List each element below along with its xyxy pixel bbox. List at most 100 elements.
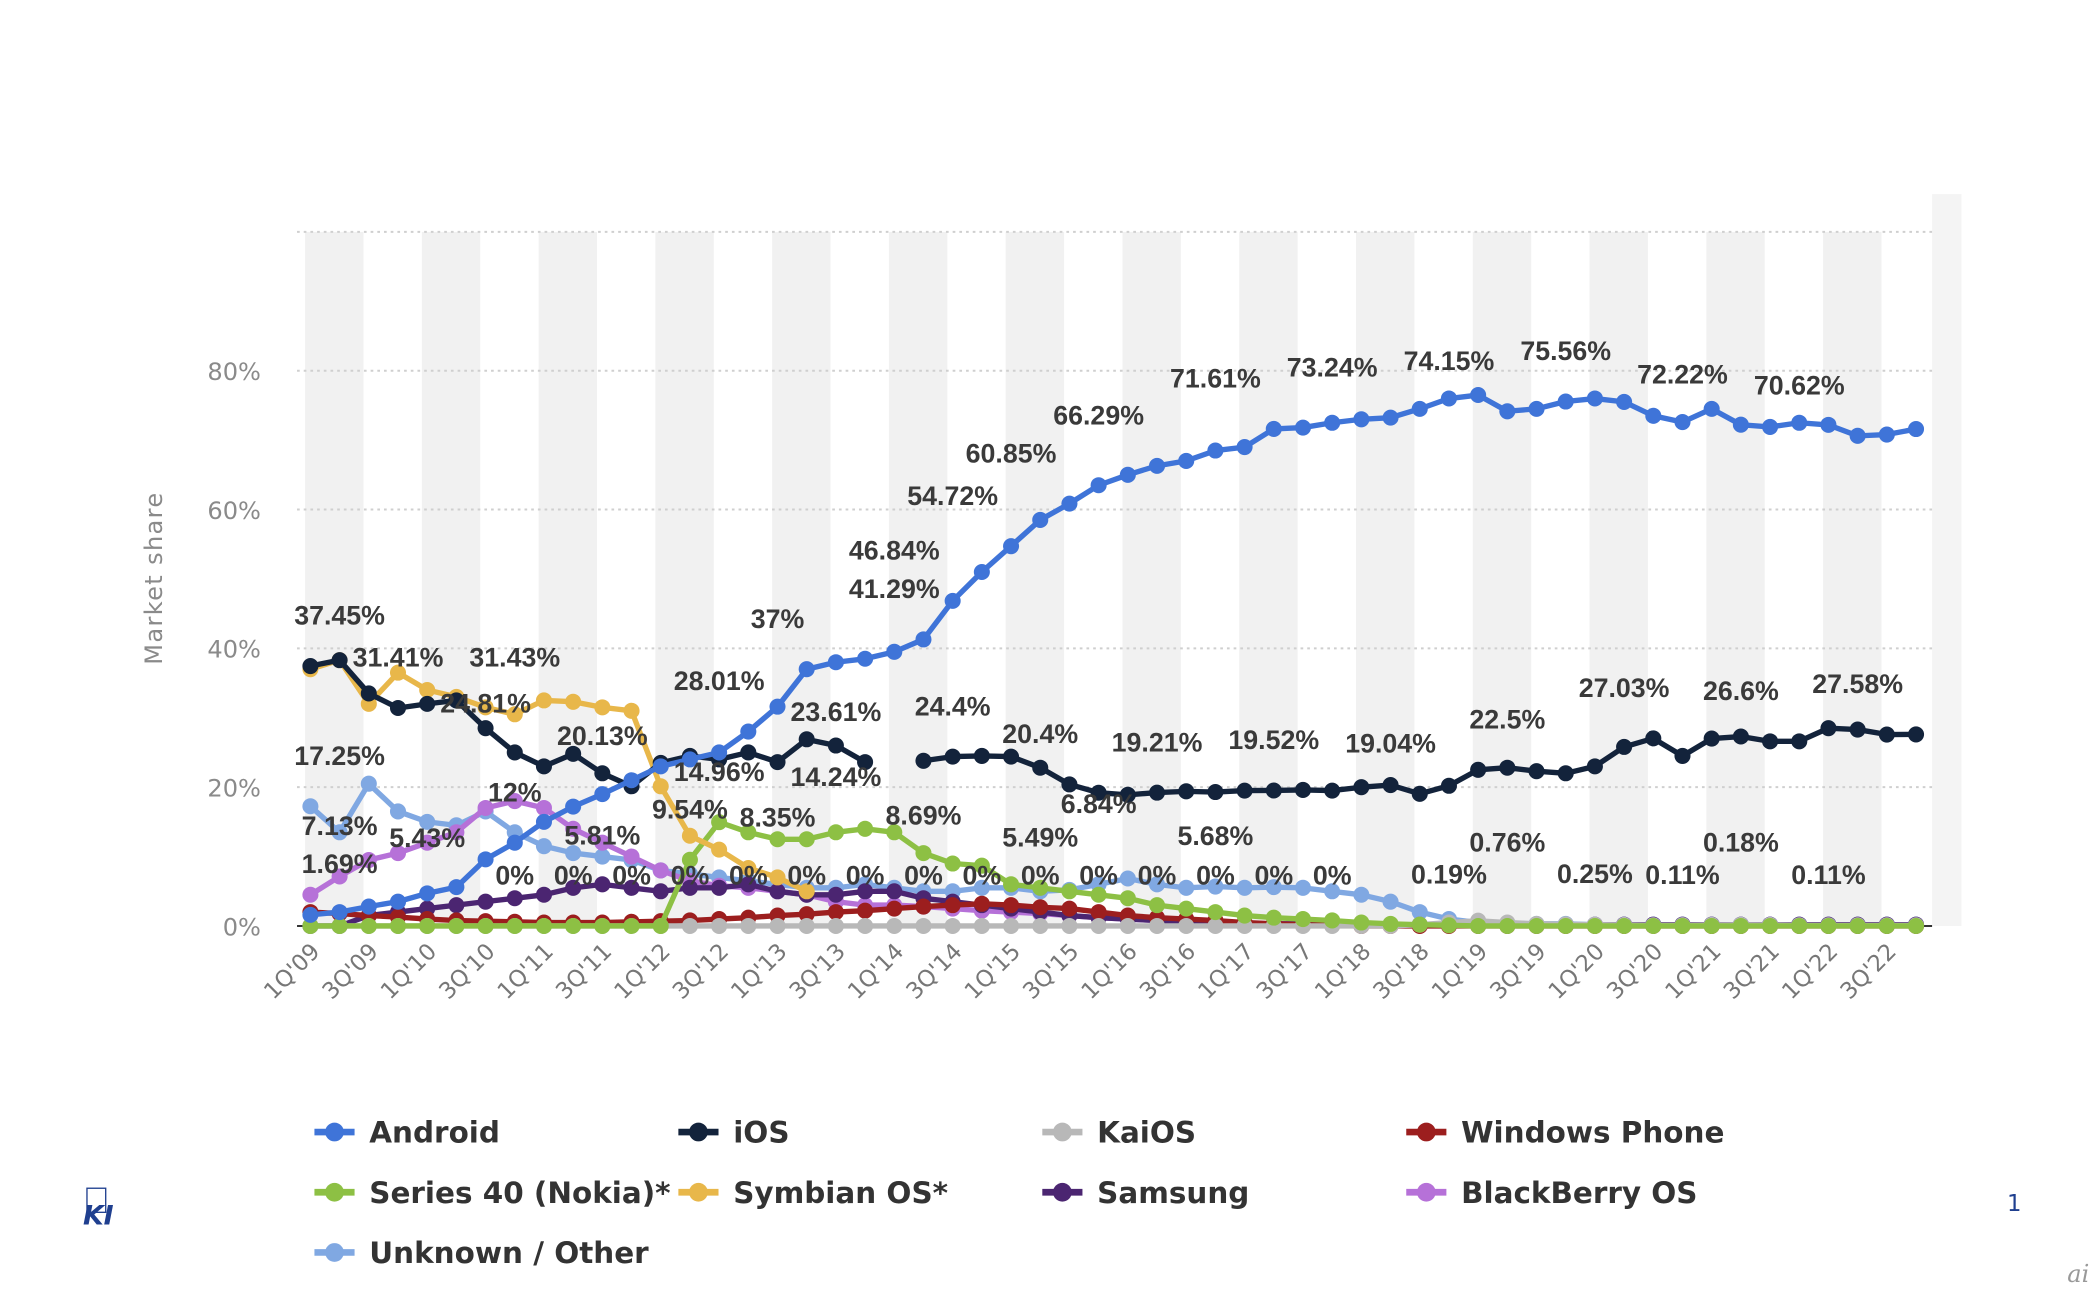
data-point: [1528, 763, 1545, 780]
background-band: [421, 231, 481, 926]
series-ios: [302, 652, 1925, 803]
data-label: 1.69%: [302, 849, 378, 879]
data-point: [1236, 439, 1253, 456]
data-point: [798, 906, 815, 923]
data-point: [1791, 917, 1808, 935]
data-point: [886, 643, 903, 660]
legend-marker-icon: [325, 1122, 344, 1142]
data-point: [652, 917, 669, 935]
data-point: [1557, 765, 1574, 782]
data-label: 5.43%: [389, 823, 465, 853]
x-tick-label: 3Q'16: [1135, 939, 1201, 1005]
data-point: [681, 751, 698, 768]
data-label: 70.62%: [1754, 370, 1845, 400]
data-label: 9.54%: [652, 794, 728, 824]
data-point: [827, 904, 844, 921]
data-point: [1178, 879, 1195, 896]
data-point: [681, 917, 698, 935]
logo: KI: [83, 1200, 114, 1231]
legend-item: Symbian OS*: [678, 1176, 948, 1210]
data-point: [1674, 414, 1691, 431]
data-point: [740, 723, 757, 740]
data-label: 0%: [1138, 861, 1177, 891]
data-label: 66.29%: [1053, 401, 1144, 431]
data-point: [1703, 400, 1720, 417]
data-label: 72.22%: [1637, 359, 1728, 389]
data-point: [1148, 876, 1166, 893]
data-label: 0.18%: [1703, 827, 1779, 857]
data-point: [623, 879, 640, 896]
data-point: [1820, 720, 1837, 737]
data-point: [1470, 761, 1487, 778]
data-label: 37.45%: [294, 601, 385, 631]
data-point: [1178, 452, 1195, 469]
data-point: [886, 917, 903, 935]
data-label: 0.11%: [1791, 860, 1866, 890]
data-point: [915, 631, 932, 648]
data-point: [652, 758, 669, 775]
legend: Android iOS KaiOS Windows Phone Series 40 (N…: [314, 1116, 1724, 1270]
x-tick-label: 1Q'11: [493, 939, 559, 1005]
background-band: [1706, 231, 1765, 926]
data-point: [1148, 457, 1166, 474]
x-tick-label: 1Q'21: [1660, 939, 1726, 1005]
background-band: [1122, 231, 1181, 926]
data-point: [535, 886, 552, 903]
data-point: [594, 876, 611, 893]
background-band: [1472, 231, 1532, 926]
data-point: [302, 906, 319, 923]
data-point: [973, 857, 990, 874]
data-label: 31.41%: [353, 643, 444, 673]
data-point: [565, 798, 582, 815]
data-point: [652, 862, 669, 879]
data-label: 26.6%: [1703, 676, 1779, 706]
data-point: [1849, 721, 1866, 738]
data-point: [419, 695, 436, 712]
data-point: [1732, 416, 1749, 433]
data-point: [944, 592, 961, 609]
data-label: 54.72%: [907, 481, 998, 511]
data-point: [506, 917, 523, 935]
data-point: [506, 793, 523, 810]
data-label: 75.56%: [1520, 336, 1611, 366]
data-point: [915, 898, 932, 915]
data-label: 7.13%: [302, 811, 378, 841]
data-point: [360, 685, 377, 702]
data-point: [623, 848, 640, 865]
data-point: [740, 917, 757, 935]
legend-item: Unknown / Other: [314, 1236, 649, 1270]
watermark: ai: [2067, 1260, 2089, 1288]
data-point: [1119, 870, 1136, 887]
data-point: [1294, 911, 1312, 928]
data-point: [1119, 466, 1136, 483]
data-point: [740, 744, 757, 761]
x-tick-label: 1Q'15: [960, 939, 1026, 1005]
data-point: [1032, 511, 1049, 528]
data-point: [1382, 915, 1399, 932]
data-label: 0%: [729, 861, 768, 891]
legend-marker-icon: [1053, 1122, 1072, 1142]
legend-marker-icon: [1416, 1122, 1436, 1142]
data-point: [827, 824, 844, 841]
x-tick-label: 1Q'22: [1777, 939, 1843, 1005]
data-point: [1674, 747, 1691, 764]
background-band: [1932, 194, 1962, 926]
data-point: [1849, 427, 1866, 444]
series-android: [302, 386, 1925, 923]
data-label: 0%: [554, 861, 593, 891]
data-point: [827, 886, 844, 903]
data-label: 46.84%: [849, 536, 940, 566]
data-point: [652, 778, 669, 795]
data-point: [915, 845, 932, 862]
x-tick-label: 3Q'22: [1836, 939, 1902, 1005]
data-point: [1294, 419, 1312, 436]
data-point: [1148, 784, 1166, 801]
data-point: [857, 650, 874, 667]
legend-marker-icon: [689, 1122, 708, 1142]
data-point: [331, 868, 348, 885]
data-point: [565, 693, 582, 710]
data-label: 73.24%: [1287, 352, 1378, 382]
data-point: [565, 845, 582, 862]
data-point: [1878, 726, 1895, 743]
data-point: [535, 813, 552, 830]
